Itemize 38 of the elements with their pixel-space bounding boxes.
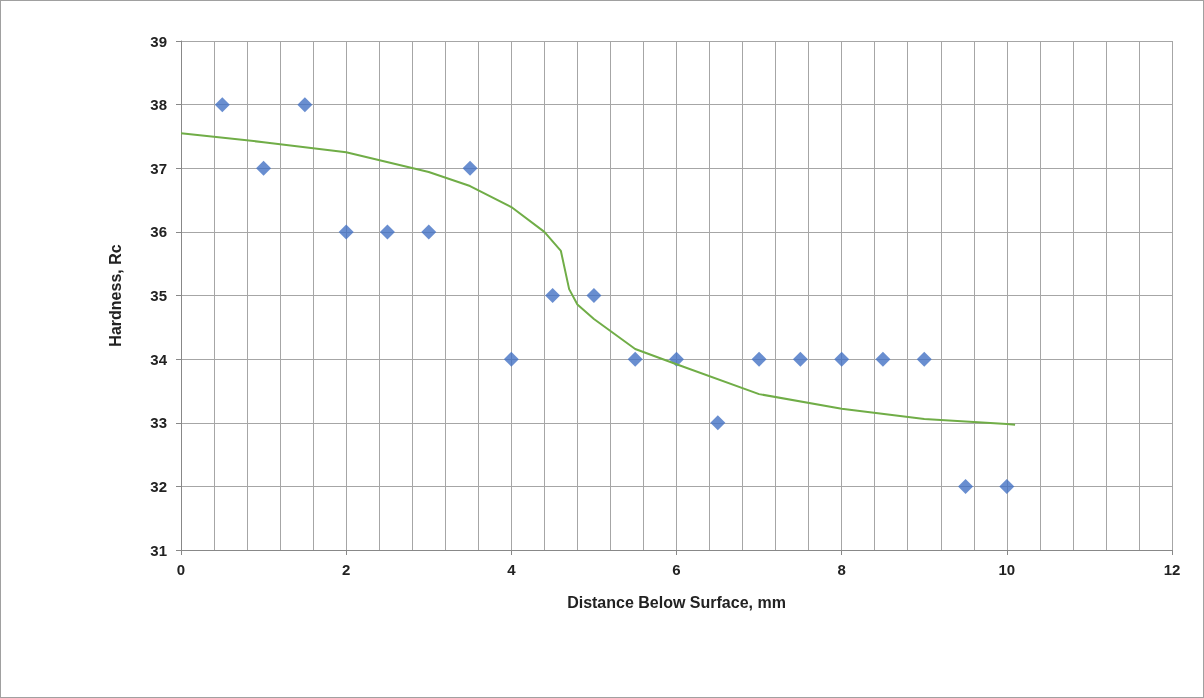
y-tick-label: 35 [150, 287, 167, 304]
point [875, 351, 891, 367]
y-tick-label: 36 [150, 223, 167, 241]
point [834, 351, 850, 367]
y-tick-label: 31 [150, 541, 167, 559]
point [627, 351, 643, 367]
point [256, 160, 272, 176]
point [214, 97, 230, 113]
x-tick-label: 12 [1163, 561, 1181, 578]
line-series [180, 132, 1017, 426]
x-tick-label: 2 [341, 561, 351, 578]
x-axis-title: Distance Below Surface, mm [567, 593, 786, 611]
y-tick-label: 33 [150, 414, 167, 432]
point [958, 478, 974, 494]
point [916, 351, 932, 367]
x-tick-label: 4 [507, 561, 517, 578]
y-axis-title: Hardness, Rc [106, 244, 124, 347]
y-tick-label: 38 [150, 96, 167, 114]
point [999, 478, 1015, 494]
point [710, 415, 726, 431]
point [545, 288, 561, 303]
point [297, 97, 313, 113]
y-tick-label: 34 [150, 350, 168, 368]
x-tick-label: 6 [672, 561, 681, 578]
point [338, 224, 354, 240]
point [503, 351, 519, 367]
x-tick-label: 8 [837, 561, 846, 578]
x-tick-label: 0 [176, 561, 186, 578]
point [462, 160, 478, 176]
y-tick-label: 32 [150, 477, 167, 495]
point [792, 351, 808, 367]
x-tick-label: 10 [998, 561, 1016, 578]
y-tick-label: 39 [150, 32, 167, 50]
point [421, 224, 437, 240]
y-tick-label: 37 [150, 159, 167, 177]
point [379, 224, 395, 240]
point [751, 351, 767, 367]
point [586, 288, 602, 303]
